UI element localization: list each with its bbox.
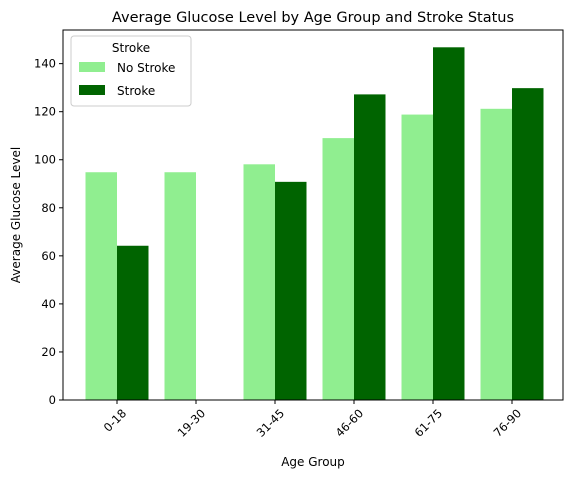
- y-tick-label: 20: [41, 345, 56, 359]
- bar-no-stroke-46-60: [322, 138, 354, 400]
- y-tick-label: 80: [41, 201, 56, 215]
- x-tick-label: 31-45: [254, 406, 288, 440]
- x-tick-label: 61-75: [412, 406, 446, 440]
- x-tick-label: 46-60: [333, 406, 367, 440]
- x-axis-label: Age Group: [281, 455, 345, 469]
- legend-entry-stroke: Stroke: [117, 84, 155, 98]
- x-axis: 0-18 19-30 31-45 46-60 61-75 76-90: [101, 400, 524, 440]
- x-tick-label: 0-18: [101, 406, 129, 434]
- legend-title: Stroke: [112, 41, 150, 55]
- y-tick-label: 100: [34, 153, 56, 167]
- bar-stroke-46-60: [354, 94, 386, 400]
- y-tick-label: 0: [49, 393, 56, 407]
- x-tick-label: 76-90: [491, 406, 525, 440]
- legend: Stroke No Stroke Stroke: [70, 35, 192, 107]
- legend-swatch-no-stroke: [79, 62, 105, 72]
- plot-frame: [62, 29, 564, 401]
- y-tick-label: 120: [34, 105, 56, 119]
- bar-no-stroke-0-18: [85, 172, 117, 400]
- bar-no-stroke-61-75: [401, 114, 433, 401]
- chart-title: Average Glucose Level by Age Group and S…: [112, 10, 514, 26]
- y-tick-label: 40: [41, 297, 56, 311]
- legend-swatch-stroke: [79, 85, 105, 95]
- bars-group: [85, 47, 544, 401]
- x-tick-label: 19-30: [175, 406, 209, 440]
- bar-stroke-61-75: [433, 47, 465, 400]
- y-tick-label: 140: [34, 57, 56, 71]
- bar-stroke-76-90: [512, 88, 544, 401]
- bar-stroke-0-18: [117, 245, 149, 400]
- legend-entry-no-stroke: No Stroke: [117, 61, 175, 75]
- bar-no-stroke-31-45: [243, 164, 275, 400]
- y-axis: 0 20 40 60 80 100 120 140: [34, 57, 63, 407]
- y-axis-label: Average Glucose Level: [9, 147, 23, 283]
- bar-no-stroke-76-90: [480, 108, 512, 401]
- bar-no-stroke-19-30: [164, 172, 196, 400]
- y-tick-label: 60: [41, 249, 56, 263]
- bar-stroke-31-45: [275, 181, 307, 400]
